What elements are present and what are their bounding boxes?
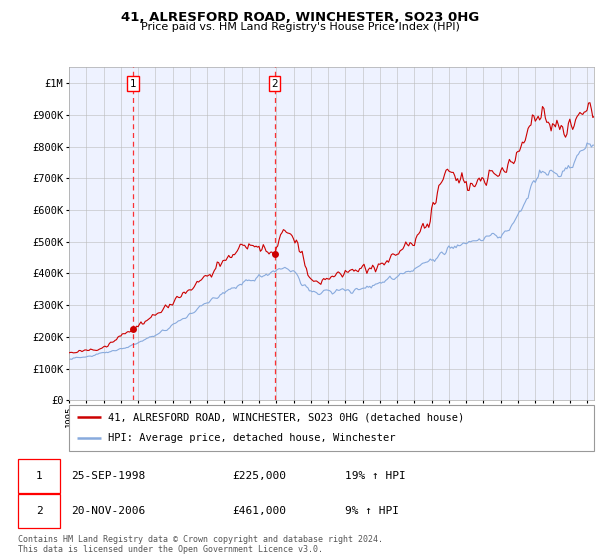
Text: £461,000: £461,000 <box>232 506 286 516</box>
Text: £225,000: £225,000 <box>232 471 286 481</box>
Text: 2: 2 <box>271 79 278 89</box>
Text: 1: 1 <box>130 79 137 89</box>
Text: 20-NOV-2006: 20-NOV-2006 <box>71 506 146 516</box>
Text: Contains HM Land Registry data © Crown copyright and database right 2024.
This d: Contains HM Land Registry data © Crown c… <box>18 535 383 554</box>
Text: 2: 2 <box>36 506 43 516</box>
Text: HPI: Average price, detached house, Winchester: HPI: Average price, detached house, Winc… <box>109 433 396 444</box>
Text: Price paid vs. HM Land Registry's House Price Index (HPI): Price paid vs. HM Land Registry's House … <box>140 22 460 32</box>
Text: 41, ALRESFORD ROAD, WINCHESTER, SO23 0HG: 41, ALRESFORD ROAD, WINCHESTER, SO23 0HG <box>121 11 479 24</box>
FancyBboxPatch shape <box>18 459 60 493</box>
Text: 9% ↑ HPI: 9% ↑ HPI <box>345 506 399 516</box>
Text: 41, ALRESFORD ROAD, WINCHESTER, SO23 0HG (detached house): 41, ALRESFORD ROAD, WINCHESTER, SO23 0HG… <box>109 412 464 422</box>
Text: 19% ↑ HPI: 19% ↑ HPI <box>345 471 406 481</box>
FancyBboxPatch shape <box>18 494 60 528</box>
Text: 25-SEP-1998: 25-SEP-1998 <box>71 471 146 481</box>
Text: 1: 1 <box>36 471 43 481</box>
